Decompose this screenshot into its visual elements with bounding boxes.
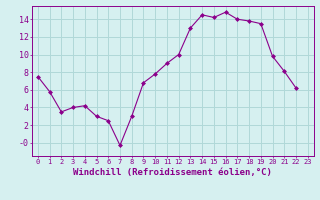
X-axis label: Windchill (Refroidissement éolien,°C): Windchill (Refroidissement éolien,°C)	[73, 168, 272, 177]
